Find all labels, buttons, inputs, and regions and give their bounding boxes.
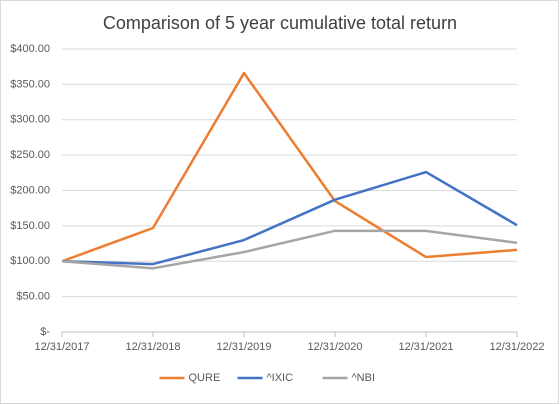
x-tick-label: 12/31/2017 [34,341,89,353]
y-tick-label: $100.00 [10,255,50,267]
legend-label: ^NBI [352,372,376,384]
series-line [61,71,518,263]
legend-label: ^IXIC [267,372,294,384]
y-tick-label: $350.00 [10,78,50,90]
x-tick-label: 12/31/2018 [125,341,180,353]
y-tick-label: $300.00 [10,114,50,126]
y-tick-label: $250.00 [10,149,50,161]
x-tick-label: 12/31/2019 [216,341,271,353]
y-tick-label: $200.00 [10,184,50,196]
series-line [61,170,518,266]
x-tick-label: 12/31/2021 [398,341,453,353]
chart-title: Comparison of 5 year cumulative total re… [103,13,457,33]
legend-label: QURE [189,372,221,384]
y-tick-label: $50.00 [16,291,50,303]
y-tick-label: $150.00 [10,220,50,232]
series-line [61,229,518,270]
y-tick-label: $400.00 [10,43,50,55]
x-tick-label: 12/31/2020 [307,341,362,353]
y-tick-label: $- [40,326,50,338]
x-tick-label: 12/31/2022 [489,341,544,353]
